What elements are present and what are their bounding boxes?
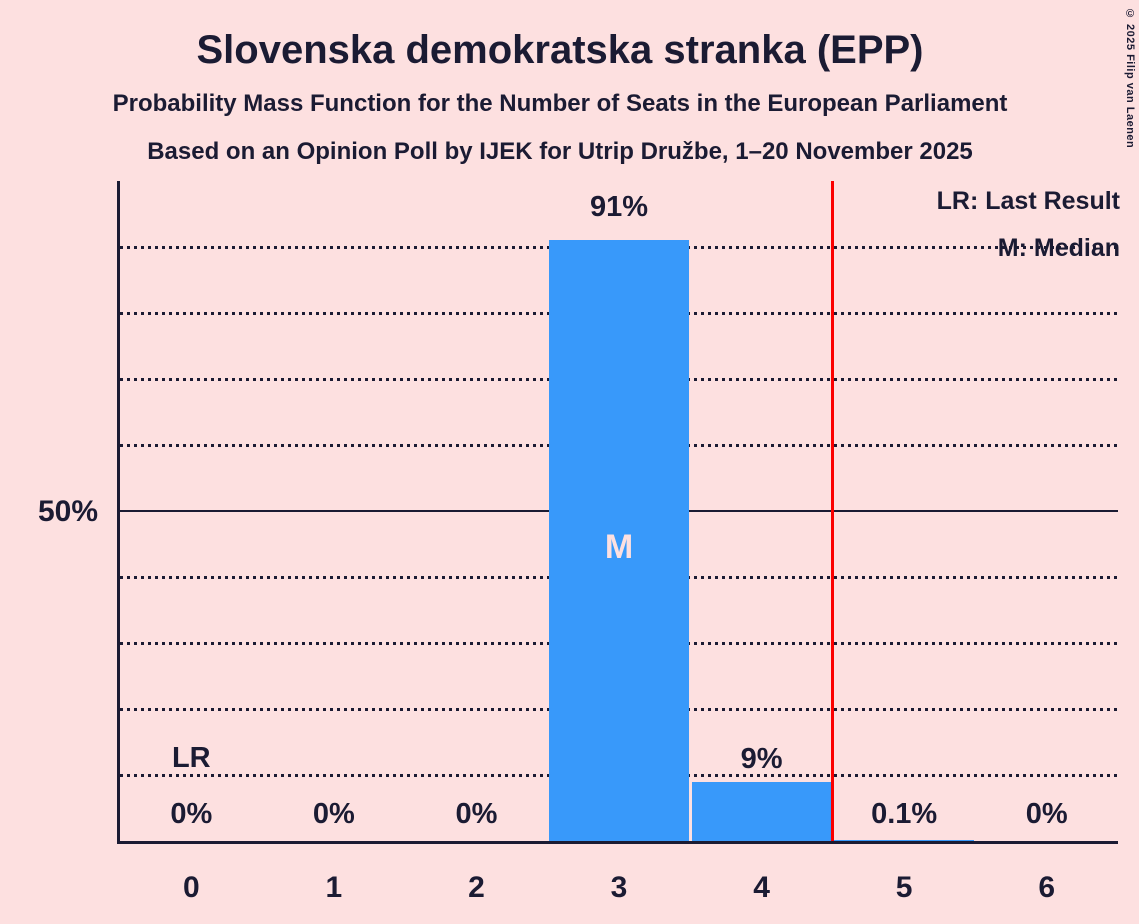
x-tick-label: 5 xyxy=(895,871,913,904)
plot-area: 0% 0 0% 1 0% 2 91% 3 9% 4 0.1% 5 0% 6 LR M xyxy=(117,181,1118,904)
last-result-line xyxy=(831,181,835,841)
median-marker: M xyxy=(604,528,634,566)
bar-value-label: 0% xyxy=(1025,798,1068,830)
x-tick-label: 1 xyxy=(325,871,343,904)
bar-value-label: 0% xyxy=(312,798,355,830)
bar-value-label: 9% xyxy=(740,742,783,775)
bar-seats-4 xyxy=(691,781,832,841)
y-axis-label-50: 50% xyxy=(37,495,98,528)
bar-seats-5 xyxy=(834,840,975,841)
bar-value-label: 0% xyxy=(170,798,213,830)
bar-value-label: 91% xyxy=(589,191,648,224)
x-tick-label: 4 xyxy=(753,871,770,904)
x-tick-label: 2 xyxy=(468,871,485,904)
legend-last-result: LR: Last Result xyxy=(936,187,1120,215)
copyright-text: © 2025 Filip van Laenen xyxy=(1124,8,1136,149)
last-result-marker: LR xyxy=(171,742,211,774)
x-tick-label: 0 xyxy=(182,871,200,904)
x-tick-label: 6 xyxy=(1038,871,1056,904)
x-tick-label: 3 xyxy=(610,871,628,904)
legend-median: M: Median xyxy=(997,234,1120,262)
chart-subtitle: Probability Mass Function for the Number… xyxy=(112,90,1008,117)
poll-source-subtitle: Based on an Opinion Poll by IJEK for Utr… xyxy=(147,138,973,165)
chart-title: Slovenska demokratska stranka (EPP) xyxy=(196,28,924,72)
bar-value-label: 0% xyxy=(455,798,498,830)
bar-value-label: 0.1% xyxy=(871,798,938,830)
bar-seats-3 xyxy=(549,240,689,841)
